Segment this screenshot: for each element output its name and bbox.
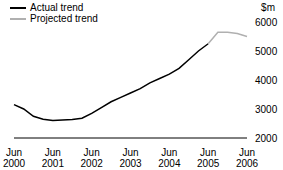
html-text:Projected trend: Projected trend xyxy=(30,13,98,24)
svg-text:3000: 3000 xyxy=(255,104,275,115)
html-text:$m: $m xyxy=(261,2,275,13)
svg-text:2000: 2000 xyxy=(255,133,275,144)
svg-text:Jun2000: Jun2000 xyxy=(8,147,26,169)
svg-text:4000: 4000 xyxy=(255,75,275,86)
svg-text:Jun2004: Jun2004 xyxy=(158,147,181,169)
svg-text:Jun2006: Jun2006 xyxy=(236,147,259,169)
svg-text:Jun2003: Jun2003 xyxy=(119,147,142,169)
svg-text:Jun2005: Jun2005 xyxy=(197,147,220,169)
svg-text:6000: 6000 xyxy=(255,17,275,28)
svg-text:Jun2001: Jun2001 xyxy=(42,147,65,169)
svg-text:5000: 5000 xyxy=(255,46,275,57)
html-text:Actual trend: Actual trend xyxy=(30,2,84,13)
svg-text:Jun2002: Jun2002 xyxy=(81,147,104,169)
